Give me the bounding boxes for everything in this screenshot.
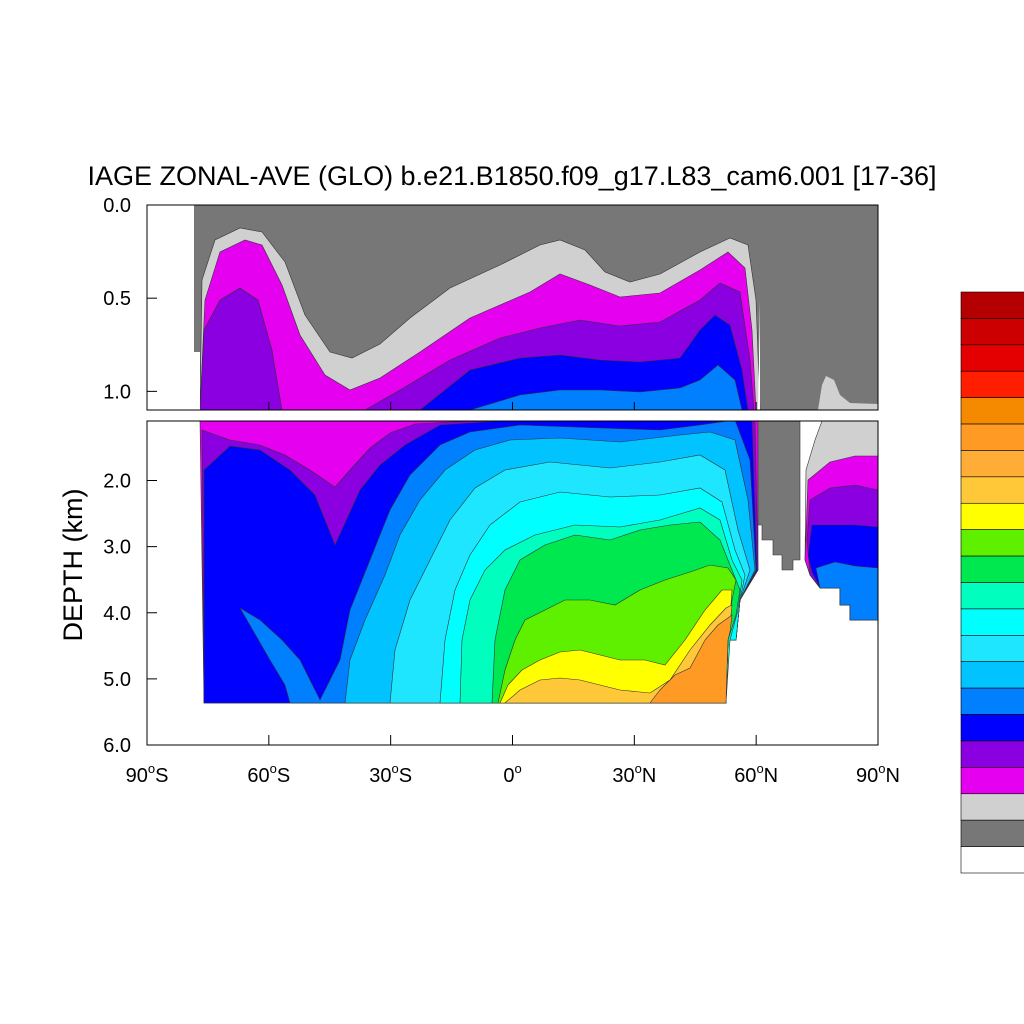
colorbar-swatch xyxy=(960,767,1024,795)
x-tick-label: 30oN xyxy=(612,761,656,787)
colorbar-swatch xyxy=(960,423,1024,451)
x-tick-label: 60oS xyxy=(247,761,290,787)
colorbar-swatch xyxy=(960,529,1024,557)
lower-y-axis: 2.0 3.0 4.0 5.0 6.0 xyxy=(103,471,157,757)
upper-panel xyxy=(146,204,879,411)
x-tick-label: 90oN xyxy=(856,761,900,787)
colorbar-swatch xyxy=(960,819,1024,847)
upper-blue xyxy=(419,314,749,410)
colorbar-swatch xyxy=(960,687,1024,715)
colorbar-swatch xyxy=(960,555,1024,583)
upper-mid-blue xyxy=(469,364,743,410)
lower-y-tick-label: 5.0 xyxy=(103,669,131,691)
colorbar xyxy=(960,291,1024,874)
colorbar-swatch xyxy=(960,476,1024,504)
colorbar-swatch xyxy=(960,661,1024,689)
upper-y-axis: 0.0 0.5 1.0 xyxy=(103,195,157,403)
upper-north-atlantic-light xyxy=(818,376,878,410)
y-axis-label: DEPTH (km) xyxy=(58,489,88,642)
colorbar-swatch xyxy=(960,397,1024,425)
lower-midblue-arctic xyxy=(815,561,878,621)
lower-y-tick-label: 6.0 xyxy=(103,735,131,757)
upper-panel-contours xyxy=(147,205,878,410)
lower-y-tick-label: 4.0 xyxy=(103,603,131,625)
lower-panel xyxy=(146,420,879,746)
x-tick-label: 60oN xyxy=(734,761,778,787)
chart-title: IAGE ZONAL-AVE (GLO) b.e21.B1850.f09_g17… xyxy=(88,161,937,191)
colorbar-swatch xyxy=(960,502,1024,530)
colorbar-swatch xyxy=(960,450,1024,478)
lower-panel-contours xyxy=(147,421,878,745)
colorbar-swatch xyxy=(960,635,1024,663)
colorbar-swatch xyxy=(960,714,1024,742)
upper-y-tick-label: 0.0 xyxy=(103,195,131,217)
colorbar-swatch xyxy=(960,793,1024,821)
colorbar-swatch xyxy=(960,318,1024,346)
upper-arctic-land xyxy=(758,300,760,410)
colorbar-swatch xyxy=(960,344,1024,372)
colorbar-swatch xyxy=(960,582,1024,610)
colorbar-swatch xyxy=(960,846,1024,874)
lower-y-tick-label: 3.0 xyxy=(103,537,131,559)
upper-south-land xyxy=(147,205,200,410)
x-axis: 90oS 60oS 30oS 0o 30oN 60oN 90oN xyxy=(126,402,900,787)
lower-y-tick-label: 2.0 xyxy=(103,471,131,493)
x-tick-label: 0o xyxy=(503,761,521,787)
lower-age-gray-atlantic xyxy=(751,421,801,571)
colorbar-swatch xyxy=(960,740,1024,768)
colorbar-swatch xyxy=(960,370,1024,398)
colorbar-swatch xyxy=(960,608,1024,636)
colorbar-swatch xyxy=(960,291,1024,319)
x-tick-label: 30oS xyxy=(369,761,412,787)
lower-orange xyxy=(649,614,733,704)
x-tick-label: 90oS xyxy=(126,761,169,787)
upper-y-tick-label: 1.0 xyxy=(103,381,131,403)
upper-y-tick-label: 0.5 xyxy=(103,288,131,310)
